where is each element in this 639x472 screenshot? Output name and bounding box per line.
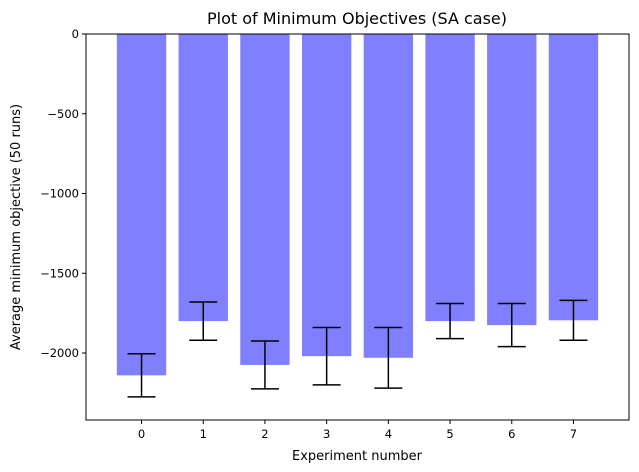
y-tick-label-4: −2000 (40, 346, 79, 360)
bar-6 (487, 34, 537, 326)
y-tick-label-1: −500 (47, 107, 79, 121)
chart-title: Plot of Minimum Objectives (SA case) (207, 9, 507, 28)
x-axis-label: Experiment number (292, 449, 423, 464)
bar-3 (301, 34, 352, 357)
bar-5 (425, 34, 475, 322)
y-tick-label-3: −1500 (40, 266, 79, 280)
x-tick-label-5: 5 (446, 427, 453, 441)
bar-7 (548, 34, 599, 321)
plot-frame (85, 33, 630, 421)
bar-0 (116, 34, 167, 376)
bars-group (116, 34, 599, 376)
x-tick-label-7: 7 (570, 427, 577, 441)
x-tick-label-0: 0 (138, 427, 145, 441)
x-tick-label-4: 4 (385, 427, 392, 441)
bar-2 (240, 34, 290, 365)
x-tick-label-6: 6 (508, 427, 515, 441)
bar-1 (178, 34, 228, 322)
x-tick-label-2: 2 (261, 427, 268, 441)
y-axis-label: Average minimum objective (50 runs) (9, 104, 24, 350)
x-tick-label-3: 3 (323, 427, 330, 441)
y-tick-label-0: 0 (72, 27, 79, 41)
y-tick-label-2: −1000 (40, 187, 79, 201)
bar-4 (363, 34, 414, 358)
x-axis: 0 1 2 3 4 5 6 7 (138, 420, 577, 441)
error-bars-group (127, 299, 588, 398)
y-axis: 0 −500 −1000 −1500 −2000 (40, 27, 86, 360)
x-tick-label-1: 1 (200, 427, 207, 441)
